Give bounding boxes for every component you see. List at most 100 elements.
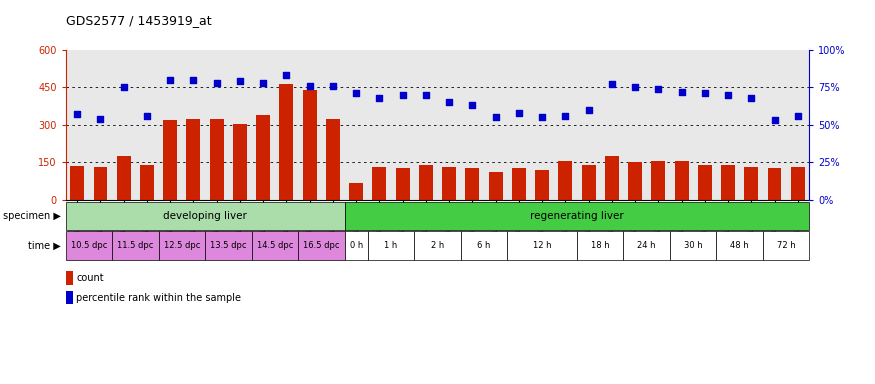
Text: 16.5 dpc: 16.5 dpc bbox=[303, 241, 340, 250]
Bar bbox=[140, 165, 154, 200]
Bar bbox=[745, 167, 759, 200]
Bar bbox=[66, 271, 73, 285]
Bar bbox=[368, 231, 414, 260]
Point bbox=[791, 113, 805, 119]
Bar bbox=[717, 231, 763, 260]
Bar bbox=[158, 231, 205, 260]
Bar bbox=[349, 184, 363, 200]
Bar bbox=[791, 167, 805, 200]
Point bbox=[349, 90, 363, 96]
Point bbox=[675, 89, 689, 95]
Bar bbox=[164, 120, 177, 200]
Text: 12.5 dpc: 12.5 dpc bbox=[164, 241, 200, 250]
Bar bbox=[536, 170, 550, 200]
Point bbox=[767, 117, 781, 123]
Text: regenerating liver: regenerating liver bbox=[530, 211, 624, 221]
Text: specimen ▶: specimen ▶ bbox=[4, 211, 61, 221]
Point bbox=[70, 111, 84, 118]
Point bbox=[233, 78, 247, 84]
Bar bbox=[396, 169, 410, 200]
Bar bbox=[205, 231, 252, 260]
Text: 10.5 dpc: 10.5 dpc bbox=[71, 241, 107, 250]
Bar bbox=[112, 231, 158, 260]
Text: percentile rank within the sample: percentile rank within the sample bbox=[76, 293, 242, 303]
Text: 48 h: 48 h bbox=[731, 241, 749, 250]
Bar bbox=[66, 231, 112, 260]
Bar bbox=[721, 165, 735, 200]
Point bbox=[488, 114, 502, 121]
Bar bbox=[252, 231, 298, 260]
Bar bbox=[116, 156, 130, 200]
Point bbox=[442, 99, 456, 106]
Point bbox=[466, 102, 480, 108]
Text: GDS2577 / 1453919_at: GDS2577 / 1453919_at bbox=[66, 14, 211, 27]
Point bbox=[628, 84, 642, 91]
Bar bbox=[582, 165, 596, 200]
Text: developing liver: developing liver bbox=[163, 211, 247, 221]
Bar bbox=[623, 231, 670, 260]
Point bbox=[326, 83, 340, 89]
Bar bbox=[558, 161, 572, 200]
Point bbox=[512, 110, 526, 116]
Bar bbox=[345, 231, 368, 260]
Bar bbox=[651, 161, 665, 200]
Point bbox=[303, 83, 317, 89]
Text: 18 h: 18 h bbox=[591, 241, 610, 250]
Point bbox=[373, 95, 387, 101]
Text: time ▶: time ▶ bbox=[29, 240, 61, 251]
Bar bbox=[66, 291, 73, 304]
Bar bbox=[94, 167, 108, 200]
Bar bbox=[373, 167, 387, 200]
Text: 14.5 dpc: 14.5 dpc bbox=[256, 241, 293, 250]
Bar bbox=[345, 202, 809, 230]
Bar bbox=[488, 172, 502, 200]
Bar bbox=[298, 231, 345, 260]
Text: 0 h: 0 h bbox=[349, 241, 363, 250]
Point bbox=[396, 92, 410, 98]
Bar bbox=[233, 124, 247, 200]
Text: 12 h: 12 h bbox=[533, 241, 551, 250]
Point bbox=[697, 90, 711, 96]
Bar bbox=[577, 231, 623, 260]
Bar bbox=[670, 231, 717, 260]
Bar bbox=[279, 84, 293, 200]
Text: count: count bbox=[76, 273, 104, 283]
Bar bbox=[256, 115, 270, 200]
Point bbox=[94, 116, 108, 122]
Point bbox=[558, 113, 572, 119]
Bar bbox=[698, 165, 711, 200]
Bar bbox=[507, 231, 577, 260]
Bar bbox=[414, 231, 461, 260]
Point bbox=[419, 92, 433, 98]
Text: 24 h: 24 h bbox=[637, 241, 656, 250]
Text: 30 h: 30 h bbox=[684, 241, 703, 250]
Bar bbox=[326, 119, 340, 200]
Point bbox=[605, 81, 619, 88]
Text: 6 h: 6 h bbox=[477, 241, 491, 250]
Bar bbox=[442, 167, 456, 200]
Point bbox=[582, 107, 596, 113]
Bar bbox=[70, 166, 84, 200]
Point bbox=[536, 114, 550, 121]
Text: 1 h: 1 h bbox=[384, 241, 397, 250]
Bar bbox=[675, 161, 689, 200]
Point bbox=[164, 77, 178, 83]
Bar bbox=[66, 202, 345, 230]
Text: 72 h: 72 h bbox=[777, 241, 795, 250]
Bar bbox=[186, 119, 200, 200]
Point bbox=[140, 113, 154, 119]
Bar bbox=[763, 231, 809, 260]
Point bbox=[721, 92, 735, 98]
Bar bbox=[605, 156, 619, 200]
Point bbox=[745, 95, 759, 101]
Text: 2 h: 2 h bbox=[430, 241, 444, 250]
Bar bbox=[767, 169, 781, 200]
Bar bbox=[628, 162, 642, 200]
Bar bbox=[303, 90, 317, 200]
Point bbox=[186, 77, 200, 83]
Bar bbox=[210, 119, 224, 200]
Bar bbox=[419, 165, 433, 200]
Point bbox=[279, 72, 293, 78]
Bar bbox=[512, 169, 526, 200]
Text: 11.5 dpc: 11.5 dpc bbox=[117, 241, 153, 250]
